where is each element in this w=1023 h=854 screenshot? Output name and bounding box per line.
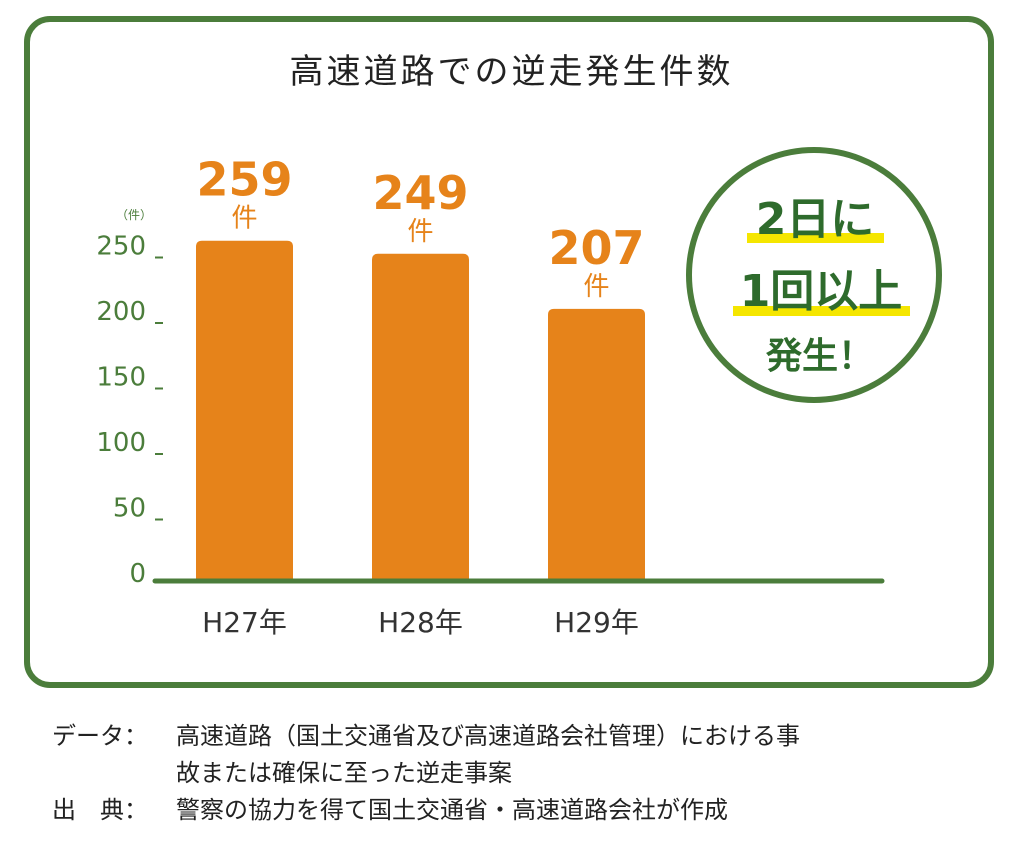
callout-line-2: 1回以上 — [740, 266, 903, 317]
callout-circle — [686, 147, 942, 403]
y-tick-label: 200 — [96, 297, 146, 327]
y-tick-label: 150 — [96, 363, 146, 393]
y-tick-label: 250 — [96, 232, 146, 262]
callout-line-1: 2日に — [756, 194, 875, 245]
y-tick-label: 0 — [129, 559, 146, 589]
footer-source-text: 警察の協力を得て国土交通省・高速道路会社が作成 — [176, 796, 728, 824]
bar-value-label: 207 — [548, 221, 644, 275]
bar-value-label: 259 — [196, 153, 292, 207]
chart-frame — [24, 16, 994, 688]
x-category-label: H27年 — [202, 606, 287, 639]
bar-value-label: 249 — [372, 166, 468, 220]
bar-value-unit: 件 — [583, 272, 609, 302]
highlight-underline — [733, 306, 910, 316]
y-tick-label: 50 — [113, 494, 146, 524]
x-category-label: H29年 — [554, 606, 639, 639]
footer-source-label: 出 典： — [52, 796, 148, 824]
y-tick-label: 100 — [96, 428, 146, 458]
bar-value-unit: 件 — [407, 217, 433, 247]
footer-data-label: データ： — [52, 722, 148, 750]
bar-value-unit: 件 — [231, 204, 257, 234]
highlight-underline — [747, 233, 884, 243]
footer-data-line-1: 高速道路（国土交通省及び高速道路会社管理）における事 — [176, 722, 800, 750]
bar — [372, 253, 469, 580]
chart-title: 高速道路での逆走発生件数 — [289, 52, 734, 92]
bar — [196, 240, 293, 580]
callout-badge: 2日に 1回以上 発生！ — [686, 147, 942, 403]
y-unit-label: （件） — [116, 208, 152, 222]
x-category-label: H28年 — [378, 606, 463, 639]
callout-line-3: 発生！ — [766, 336, 874, 377]
bar — [548, 308, 645, 580]
footer-data-line-2: 故または確保に至った逆走事案 — [176, 759, 512, 787]
